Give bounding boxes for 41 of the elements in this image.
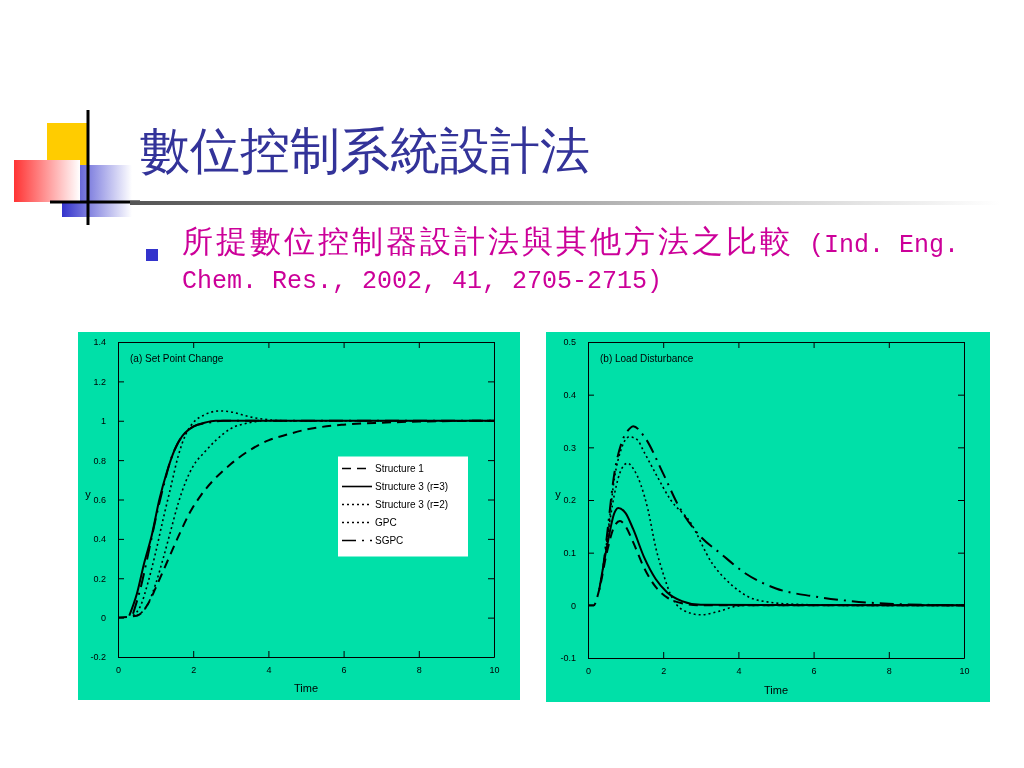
x-tick-label: 8 [886,666,892,677]
legend-label: GPC [375,517,397,528]
y-tick-label: 0.2 [563,495,576,506]
y-tick-label: -0.1 [560,653,576,664]
x-tick-label: 0 [585,666,592,677]
chart-title: 數位控制系統設計法 [140,121,590,182]
x-axis-title: Time [763,684,789,696]
y-tick-label: 0.8 [93,455,106,466]
y-tick-label: 0.6 [93,494,106,505]
annotation: (a) Set Point Change [130,353,224,364]
text: 所提數位控制器設計法與其他方法之比較 (Ind. Eng. Chem. Res., 2002, 41, 2705-2715) [182,226,960,296]
annotation: (b) Load Disturbance [600,353,694,364]
x-tick-label: 6 [811,666,817,677]
y-tick-label: 0.1 [563,548,576,559]
y-tick-label: 0.2 [93,573,106,584]
y-tick-label: 0 [570,600,576,611]
x-tick-label: 4 [736,666,742,677]
y-tick-label: -0.2 [90,652,106,663]
x-tick-label: 4 [266,665,272,676]
y-tick-label: 0 [100,613,106,624]
y-axis-title: y [85,487,92,500]
x-tick-label: 10 [959,666,970,677]
x-tick-label: 0 [115,665,122,676]
legend-label: Structure 3 (r=2) [375,499,449,510]
legend-label: Structure 3 (r=3) [375,481,449,492]
x-tick-label: 6 [341,665,347,676]
y-tick-label: 1 [100,416,106,427]
y-tick-label: 0.4 [563,390,576,401]
y-tick-label: 1.2 [93,376,106,387]
y-tick-label: 0.3 [563,442,576,453]
x-axis-title: Time [293,682,319,694]
x-tick-label: 2 [661,666,667,677]
y-axis-title: y [555,488,562,500]
y-tick-label: 0.5 [563,337,576,348]
x-tick-label: 2 [191,665,197,676]
y-tick-label: 0.4 [93,534,106,545]
y-tick-label: 1.4 [93,337,106,348]
x-tick-label: 8 [416,665,422,676]
legend-label: Structure 1 [375,463,425,474]
legend-label: SGPC [375,535,404,546]
x-tick-label: 10 [489,665,500,676]
